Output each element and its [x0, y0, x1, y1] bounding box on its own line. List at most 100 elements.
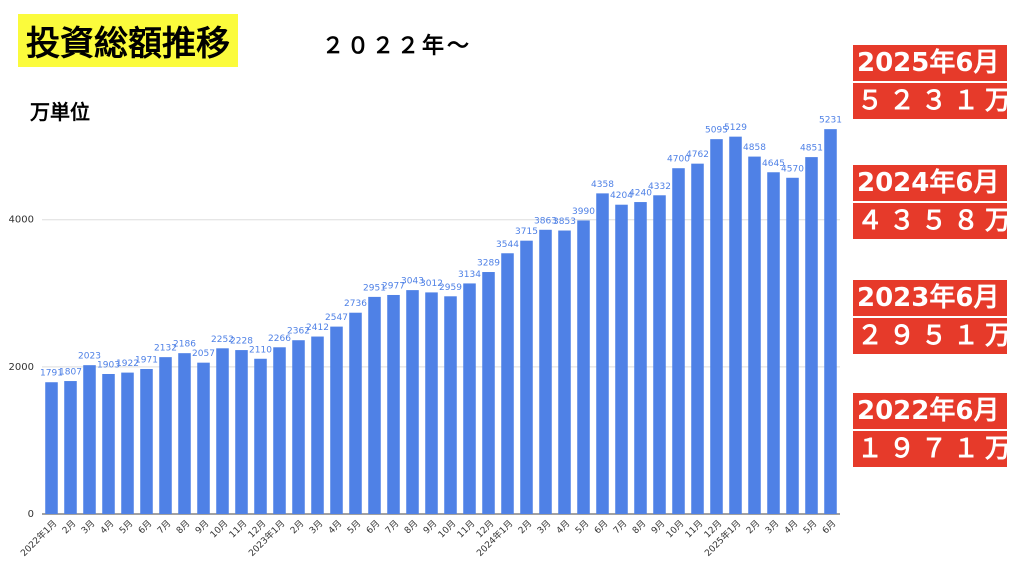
- x-tick-label: 8月: [174, 518, 192, 536]
- x-tick-label: 2月: [516, 518, 534, 536]
- bar: [140, 368, 153, 514]
- bar: [729, 136, 742, 514]
- subtitle: ２０２２年～: [322, 34, 473, 59]
- x-tick-label: 2月: [288, 518, 306, 536]
- bar: [178, 353, 191, 514]
- value-label: 4762: [686, 150, 709, 160]
- value-label: 2057: [192, 349, 215, 359]
- bar: [444, 296, 457, 514]
- highlight-amount: ２９５１万: [853, 318, 1011, 354]
- x-tick-label: 11月: [455, 518, 477, 540]
- value-label: 4570: [781, 164, 804, 174]
- unit-label: 万単位: [30, 100, 90, 124]
- bar: [311, 336, 324, 514]
- highlight-date: 2025年6月: [853, 45, 1007, 81]
- bar: [292, 340, 305, 514]
- x-tick-label: 11月: [683, 518, 705, 540]
- y-tick-label: 0: [28, 509, 34, 520]
- bar: [653, 195, 666, 514]
- bar: [710, 139, 723, 514]
- value-label: 5231: [819, 116, 842, 126]
- value-label: 1807: [59, 368, 82, 378]
- highlight-amount: ４３５８万: [853, 203, 1011, 239]
- bar: [691, 163, 704, 514]
- bar: [482, 272, 495, 514]
- value-label: 2110: [249, 345, 272, 355]
- bar: [501, 253, 514, 514]
- value-label: 3715: [515, 227, 538, 237]
- value-label: 2023: [78, 352, 101, 362]
- bar: [254, 358, 267, 514]
- x-tick-label: 10月: [436, 518, 458, 540]
- highlight-amount: ５２３１万: [853, 83, 1011, 119]
- bar: [539, 229, 552, 514]
- x-tick-label: 3月: [535, 518, 553, 536]
- value-label: 2362: [287, 327, 310, 337]
- bar: [463, 283, 476, 514]
- x-tick-label: 6月: [820, 518, 838, 536]
- x-tick-label: 7月: [155, 518, 173, 536]
- bar: [425, 292, 438, 514]
- bar: [672, 168, 685, 514]
- highlight-box: 2023年6月 ２９５１万: [853, 280, 1011, 356]
- value-label: 4358: [591, 180, 614, 190]
- highlight-date: 2024年6月: [853, 165, 1007, 201]
- y-tick-label: 4000: [9, 215, 34, 226]
- value-label: 4240: [629, 189, 652, 199]
- bar: [64, 381, 77, 514]
- value-label: 1903: [97, 360, 120, 370]
- bar: [387, 294, 400, 514]
- value-label: 4858: [743, 143, 766, 153]
- x-tick-label: 6月: [364, 518, 382, 536]
- x-tick-label: 4月: [326, 518, 344, 536]
- x-tick-label: 11月: [227, 518, 249, 540]
- y-tick-label: 2000: [9, 362, 34, 373]
- value-label: 3043: [401, 277, 424, 287]
- highlight-box: 2025年6月 ５２３１万: [853, 45, 1011, 121]
- value-label: 5129: [724, 123, 747, 133]
- x-tick-label: 4月: [554, 518, 572, 536]
- bar: [159, 357, 172, 514]
- x-tick-label: 6月: [592, 518, 610, 536]
- x-tick-label: 8月: [402, 518, 420, 536]
- value-label: 2132: [154, 344, 177, 354]
- x-tick-label: 7月: [383, 518, 401, 536]
- bar: [596, 193, 609, 514]
- x-tick-label: 5月: [117, 518, 135, 536]
- value-label: 5095: [705, 126, 728, 136]
- value-label: 3012: [420, 279, 443, 289]
- x-tick-label: 2022年1月: [18, 517, 59, 558]
- value-label: 2959: [439, 283, 462, 293]
- value-label: 3990: [572, 207, 595, 217]
- value-label: 3134: [458, 270, 481, 280]
- value-label: 4332: [648, 182, 671, 192]
- value-label: 3544: [496, 240, 519, 250]
- value-label: 2186: [173, 340, 196, 350]
- chart: 0 2000 4000 2022年1月 1791 2月 1807 3月 2023 4月 1903 5月…: [9, 116, 842, 559]
- x-tick-label: 5月: [345, 518, 363, 536]
- bar: [273, 347, 286, 514]
- x-tick-label: 4月: [782, 518, 800, 536]
- value-label: 1791: [40, 369, 63, 379]
- highlight-box: 2022年6月 １９７１万: [853, 393, 1011, 469]
- value-label: 3853: [553, 217, 576, 227]
- x-tick-label: 3月: [307, 518, 325, 536]
- bar: [45, 382, 58, 514]
- bar: [349, 312, 362, 514]
- value-label: 2736: [344, 299, 367, 309]
- x-tick-label: 2月: [60, 518, 78, 536]
- x-tick-label: 5月: [801, 518, 819, 536]
- value-label: 4204: [610, 191, 633, 201]
- highlight-amount: １９７１万: [853, 431, 1011, 467]
- x-tick-label: 2月: [744, 518, 762, 536]
- bar: [577, 220, 590, 514]
- bar: [368, 296, 381, 514]
- bar: [216, 348, 229, 514]
- bar: [102, 373, 115, 514]
- x-tick-label: 8月: [630, 518, 648, 536]
- value-label: 3863: [534, 216, 557, 226]
- value-label: 2266: [268, 334, 291, 344]
- highlight-date: 2022年6月: [853, 393, 1007, 429]
- bar: [520, 240, 533, 515]
